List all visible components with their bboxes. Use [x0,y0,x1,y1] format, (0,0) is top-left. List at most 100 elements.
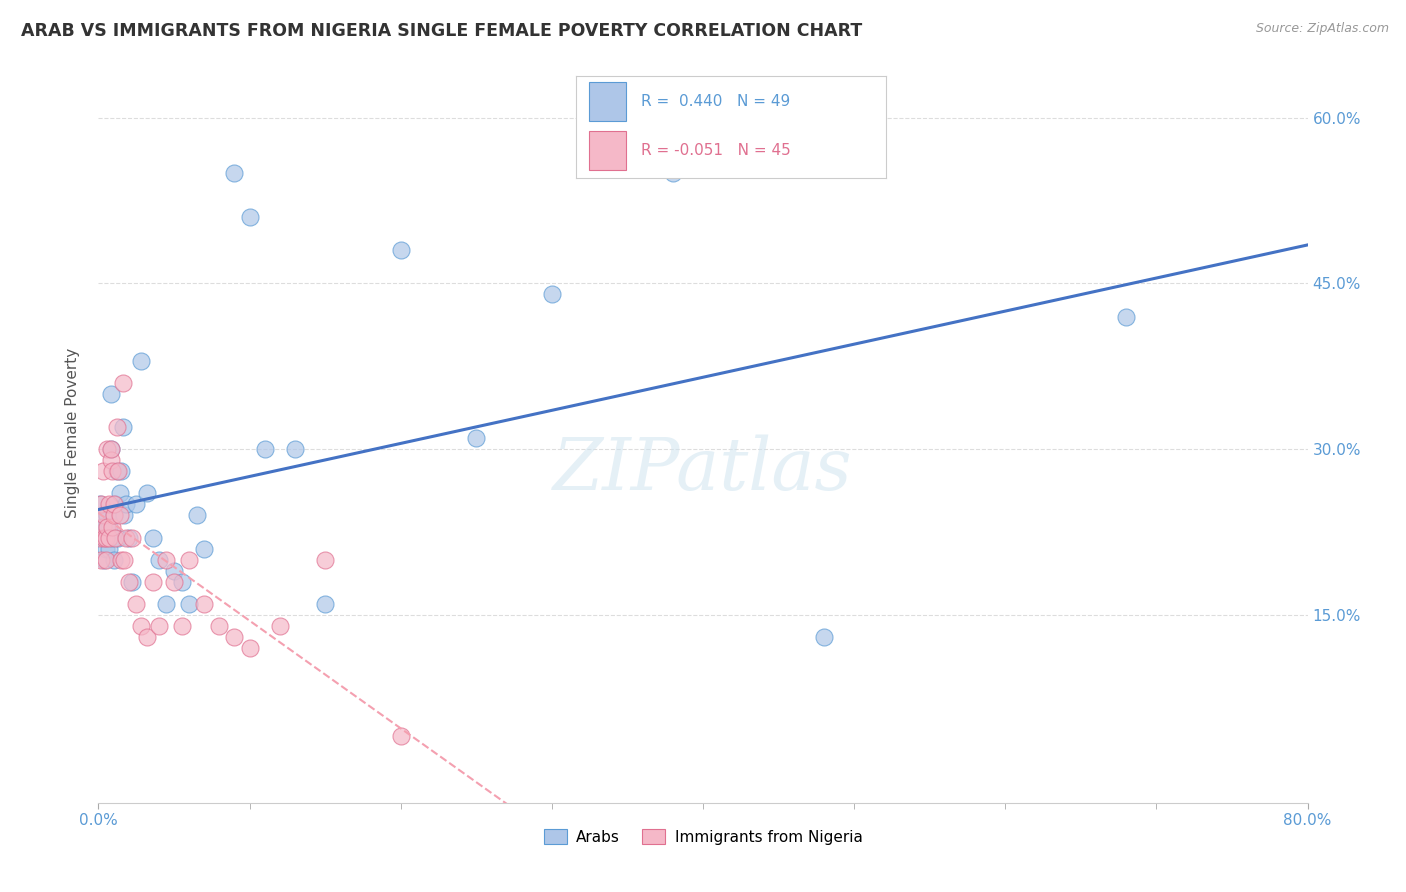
Point [108,486,131,500]
Point [540,287,562,301]
Point [121,531,143,545]
Point [389,730,412,744]
Point [93,552,115,566]
Point [105,464,128,478]
Point [103,508,125,523]
Point [269,619,291,633]
Point [101,531,124,545]
Point [103,552,125,566]
Point [186,508,208,523]
Point [91,519,114,533]
Point [114,498,136,512]
Point [89,498,111,512]
Point [1115,310,1137,324]
Point [148,552,170,566]
Point [118,574,141,589]
Point [105,420,128,434]
Point [193,597,215,611]
Point [91,464,114,478]
Point [93,531,115,545]
Point [96,519,118,533]
Point [93,508,115,523]
Point [111,420,134,434]
Text: R =  0.440   N = 49: R = 0.440 N = 49 [641,94,790,109]
Point [110,552,132,566]
Point [104,531,127,545]
Point [104,498,127,512]
Point [239,641,262,656]
Point [163,574,186,589]
Point [100,442,122,457]
Point [111,376,134,390]
Text: R = -0.051   N = 45: R = -0.051 N = 45 [641,144,792,158]
Point [107,464,129,478]
Point [94,552,117,566]
Point [135,486,157,500]
Point [208,619,231,633]
Point [465,431,488,445]
Point [96,442,118,457]
Point [96,531,118,545]
Point [253,442,276,457]
Point [224,630,246,644]
Text: ARAB VS IMMIGRANTS FROM NIGERIA SINGLE FEMALE POVERTY CORRELATION CHART: ARAB VS IMMIGRANTS FROM NIGERIA SINGLE F… [21,22,862,40]
Y-axis label: Single Female Poverty: Single Female Poverty [65,348,80,517]
Legend: Arabs, Immigrants from Nigeria: Arabs, Immigrants from Nigeria [537,822,869,851]
Point [155,597,177,611]
Point [148,619,170,633]
Point [193,541,215,556]
Point [179,552,201,566]
Point [103,498,125,512]
Point [239,210,262,224]
Point [142,574,165,589]
Point [129,353,152,368]
Point [314,597,336,611]
Point [96,508,118,523]
Point [94,531,117,545]
Point [101,519,124,533]
Point [135,630,157,644]
Point [90,552,112,566]
Point [110,464,132,478]
Point [170,574,193,589]
Point [90,519,112,533]
Point [121,574,143,589]
Point [142,531,165,545]
Point [100,442,122,457]
Point [118,531,141,545]
Point [314,552,336,566]
Point [98,498,121,512]
Point [170,619,193,633]
Point [155,552,177,566]
Point [224,166,246,180]
Bar [589,131,626,170]
Point [179,597,201,611]
Point [98,519,121,533]
Point [813,630,835,644]
Point [90,498,112,512]
Point [661,166,683,180]
Text: Source: ZipAtlas.com: Source: ZipAtlas.com [1256,22,1389,36]
Point [284,442,307,457]
Point [108,508,131,523]
Point [100,387,122,401]
Point [98,531,121,545]
Point [114,531,136,545]
Point [98,541,121,556]
Point [100,453,122,467]
Point [91,508,114,523]
Point [107,531,129,545]
Text: ZIPatlas: ZIPatlas [553,434,853,505]
Point [91,531,114,545]
Point [94,541,117,556]
Point [94,519,117,533]
Point [125,597,148,611]
Point [101,464,124,478]
Point [125,498,148,512]
Point [103,508,125,523]
Point [112,552,135,566]
Point [89,531,111,545]
Point [163,564,186,578]
Point [93,531,115,545]
Bar [589,82,626,121]
